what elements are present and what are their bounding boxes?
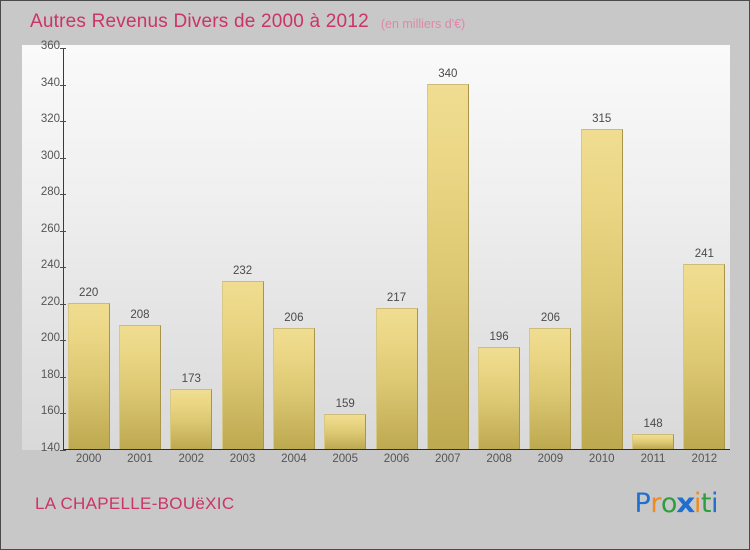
bar-column[interactable]: 220 [67, 45, 110, 449]
x-tick-label: 2003 [229, 453, 256, 465]
x-tick-label: 2012 [691, 453, 718, 465]
logo-letter: r [650, 488, 661, 519]
bar[interactable] [683, 264, 726, 449]
bar-value-label: 220 [79, 286, 99, 299]
y-tick-mark [60, 340, 66, 342]
y-tick-label: 300 [40, 149, 60, 162]
bar[interactable] [426, 83, 469, 449]
bar[interactable] [324, 414, 367, 449]
bar[interactable] [632, 434, 675, 449]
bar-value-label: 159 [335, 398, 355, 411]
bar-value-label: 217 [386, 292, 407, 305]
x-tick-label: 2004 [281, 453, 307, 465]
bar-value-label: 148 [643, 418, 663, 431]
x-tick-label: 2011 [640, 453, 666, 465]
y-tick-mark [60, 121, 66, 123]
bar-value-label: 241 [694, 248, 714, 261]
x-tick-label: 2008 [486, 453, 512, 465]
y-tick-mark [60, 230, 66, 232]
bar-value-label: 173 [181, 372, 201, 385]
y-axis-line [63, 48, 64, 450]
x-tick-label: 2009 [537, 453, 564, 465]
logo-letter: i [693, 488, 702, 519]
bar[interactable] [478, 346, 521, 449]
x-axis-line [63, 449, 730, 450]
y-tick-label: 240 [40, 259, 60, 272]
x-tick-label: 2002 [178, 453, 205, 465]
chart-units-label: (en milliers d'€) [380, 17, 466, 31]
logo-letter: x [676, 488, 695, 519]
y-tick-label: 360 [40, 40, 60, 52]
bar[interactable] [170, 388, 213, 449]
bar-column[interactable]: 217 [375, 45, 418, 449]
x-tick-label: 2007 [435, 453, 461, 465]
page-title: Autres Revenus Divers de 2000 à 2012 [30, 11, 369, 32]
x-tick-label: 2006 [383, 453, 410, 465]
bar-value-label: 206 [540, 312, 561, 325]
bar-column[interactable]: 340 [426, 45, 469, 449]
x-tick-label: 2001 [127, 453, 153, 465]
chart-plot-area: 140 160 180 200 220 240 260 280 300 320 340 360 220… [22, 40, 730, 454]
bar-value-label: 232 [232, 264, 253, 277]
bar-value-label: 196 [489, 330, 509, 343]
bar-series: 220 208 173 232 206 159 217 340 196 206 315 148 241 [63, 45, 730, 449]
y-tick-mark [60, 194, 66, 196]
bar[interactable] [67, 302, 110, 449]
commune-name: LA CHAPELLE-BOUëXIC [35, 494, 235, 513]
y-tick-label: 200 [40, 332, 60, 345]
x-tick-label: 2005 [332, 453, 358, 465]
y-tick-mark [60, 303, 66, 305]
logo-letter: i [710, 488, 719, 519]
chart-header: Autres Revenus Divers de 2000 à 2012 (en… [1, 1, 749, 43]
bar-column[interactable]: 148 [632, 45, 675, 449]
bar[interactable] [221, 280, 264, 449]
y-tick-label: 340 [40, 76, 60, 89]
y-tick-mark [60, 413, 66, 415]
bar-column[interactable]: 206 [272, 45, 315, 449]
y-tick-label: 320 [40, 113, 60, 126]
bar-value-label: 208 [130, 308, 150, 321]
bar-column[interactable]: 206 [529, 45, 572, 449]
logo-letter: t [700, 488, 712, 519]
chart-footer: LA CHAPELLE-BOUëXIC Proxiti [1, 475, 749, 549]
bar-column[interactable]: 196 [478, 45, 521, 449]
y-tick-mark [60, 157, 66, 159]
bar-value-label: 315 [592, 113, 612, 126]
proxiti-logo[interactable]: Proxiti [634, 488, 719, 519]
y-tick-mark [60, 267, 66, 269]
y-tick-label: 160 [40, 405, 60, 418]
y-tick-mark [60, 376, 66, 378]
logo-letter: P [634, 488, 651, 519]
y-tick-label: 180 [40, 368, 60, 381]
bar[interactable] [580, 129, 623, 449]
bar-column[interactable]: 159 [324, 45, 367, 449]
y-tick-label: 280 [40, 186, 60, 199]
y-tick-mark [60, 48, 66, 49]
bar-column[interactable]: 232 [221, 45, 264, 449]
y-tick-label: 140 [40, 442, 60, 454]
y-tick-mark [60, 450, 66, 451]
x-axis-labels: 2000 2001 2002 2003 2004 2005 2006 2007 2008 2009… [22, 453, 730, 471]
x-tick-label: 2000 [75, 453, 102, 465]
y-tick-label: 220 [40, 295, 60, 308]
bar[interactable] [118, 324, 161, 449]
bar-value-label: 340 [438, 67, 458, 80]
bar-value-label: 206 [284, 312, 304, 325]
logo-letter: o [660, 488, 678, 519]
bar[interactable] [375, 308, 418, 449]
y-tick-label: 260 [40, 222, 60, 235]
bar[interactable] [272, 328, 315, 449]
bar-column[interactable]: 241 [683, 45, 726, 449]
bar-column[interactable]: 173 [170, 45, 213, 449]
bar-column[interactable]: 208 [118, 45, 161, 449]
x-tick-label: 2010 [588, 453, 615, 465]
y-tick-mark [60, 84, 66, 86]
bar-column[interactable]: 315 [580, 45, 623, 449]
bar[interactable] [529, 328, 572, 449]
